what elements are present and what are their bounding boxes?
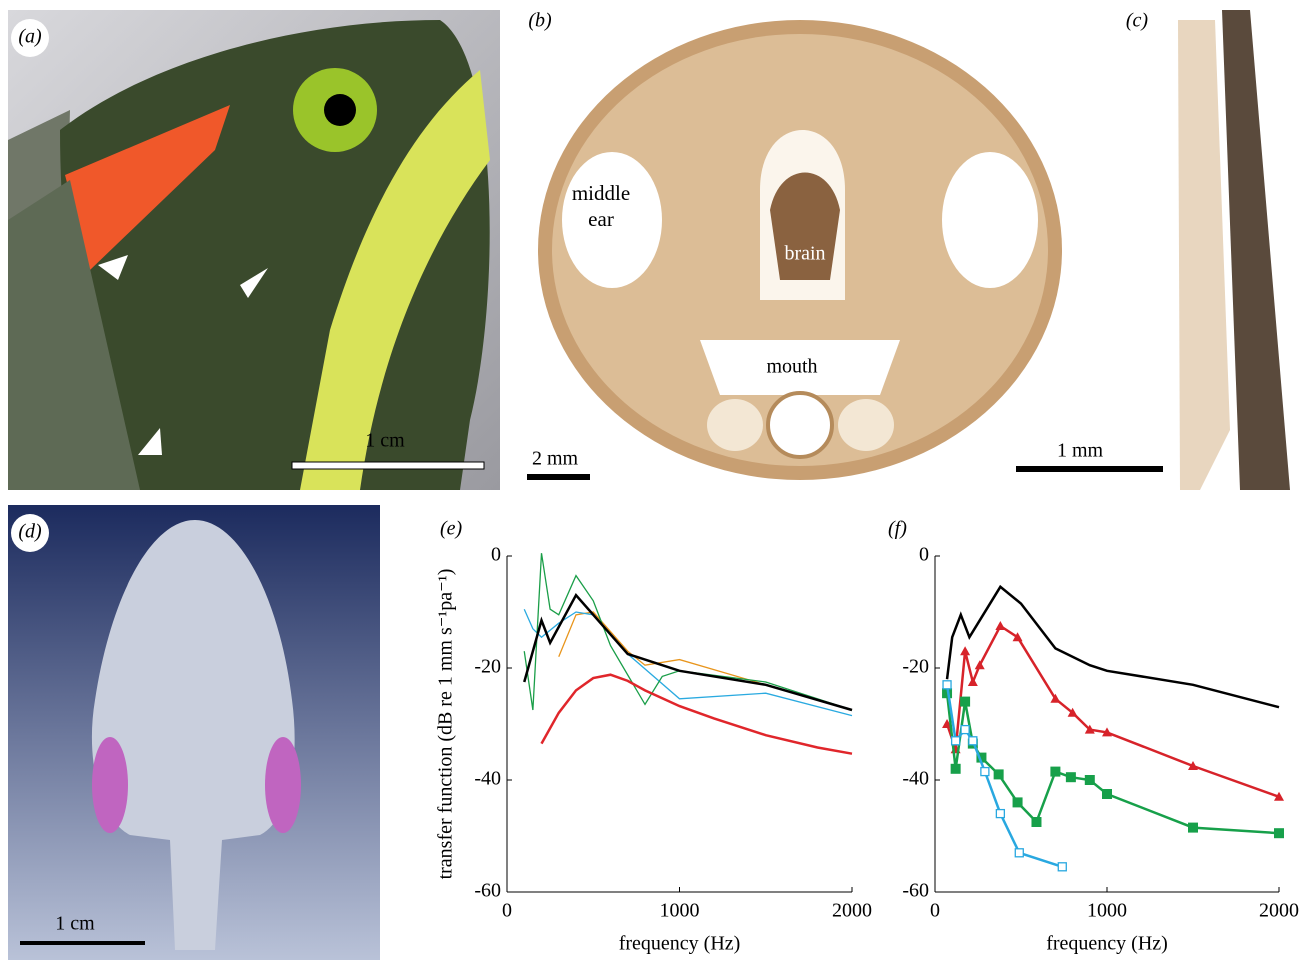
annotation: brain <box>784 243 825 265</box>
marker <box>960 646 971 656</box>
y-tick-label: 0 <box>491 544 501 566</box>
marker <box>942 680 952 690</box>
y-tick-label: -20 <box>474 656 501 678</box>
x-tick-label: 0 <box>502 900 512 922</box>
annotation: middle ear <box>571 181 631 231</box>
photo-a <box>8 10 500 490</box>
y-tick-label: -60 <box>902 880 929 902</box>
marker <box>1014 848 1024 858</box>
series-line <box>523 593 853 712</box>
scale-label: 2 mm <box>532 448 579 470</box>
marker <box>993 769 1004 780</box>
panel-label: (b) <box>528 10 552 32</box>
marker <box>1102 727 1112 737</box>
marker <box>1031 817 1042 827</box>
marker <box>1274 791 1284 801</box>
series-line <box>945 584 1280 709</box>
marker <box>967 677 978 686</box>
marker <box>950 736 961 746</box>
marker <box>980 766 990 777</box>
marker <box>960 724 970 735</box>
marker <box>1084 724 1095 734</box>
marker <box>950 763 961 774</box>
chart-title: (f) <box>888 518 907 540</box>
marker <box>995 808 1006 819</box>
marker <box>942 688 953 699</box>
marker <box>968 736 978 746</box>
x-tick-label: 2000 <box>1259 900 1299 922</box>
marker <box>974 660 985 670</box>
marker <box>960 696 971 707</box>
y-tick-label: -20 <box>902 656 929 678</box>
y-tick-label: -60 <box>474 880 501 902</box>
marker <box>1084 775 1095 785</box>
marker <box>976 752 987 763</box>
x-axis-label: frequency (Hz) <box>619 933 741 955</box>
marker <box>1057 862 1067 872</box>
series-line <box>523 553 853 711</box>
marker <box>1050 766 1061 777</box>
marker <box>1012 797 1023 808</box>
y-tick-label: -40 <box>902 768 929 790</box>
panel-label: (c) <box>1126 10 1149 32</box>
marker <box>1012 632 1023 642</box>
scale-label: 1 cm <box>365 430 405 452</box>
scale-label: 1 mm <box>1057 440 1104 462</box>
photo-b <box>527 20 1062 480</box>
scale-label: 1 cm <box>55 913 95 935</box>
panel-label: (a) <box>18 26 42 48</box>
x-tick-label: 1000 <box>1087 900 1127 922</box>
x-tick-label: 2000 <box>832 900 872 922</box>
photo-d <box>8 505 380 960</box>
marker <box>1188 822 1198 833</box>
marker <box>1274 828 1284 839</box>
photo-c <box>1016 10 1290 490</box>
x-axis-label: frequency (Hz) <box>1046 933 1168 955</box>
x-tick-label: 0 <box>930 900 940 922</box>
y-axis-label: transfer function (dB re 1 mm s⁻¹pa⁻¹) <box>435 569 457 880</box>
panel-label: (d) <box>18 521 42 543</box>
annotation: mouth <box>766 356 817 378</box>
series-line <box>540 673 853 755</box>
marker <box>1188 761 1198 770</box>
y-tick-label: -40 <box>474 768 501 790</box>
y-tick-label: 0 <box>919 544 929 566</box>
marker <box>995 621 1006 630</box>
marker <box>1067 707 1078 717</box>
chart-title: (e) <box>440 518 463 540</box>
marker <box>1065 772 1076 783</box>
x-tick-label: 1000 <box>660 900 700 922</box>
marker <box>1050 693 1061 703</box>
marker <box>1102 789 1112 799</box>
